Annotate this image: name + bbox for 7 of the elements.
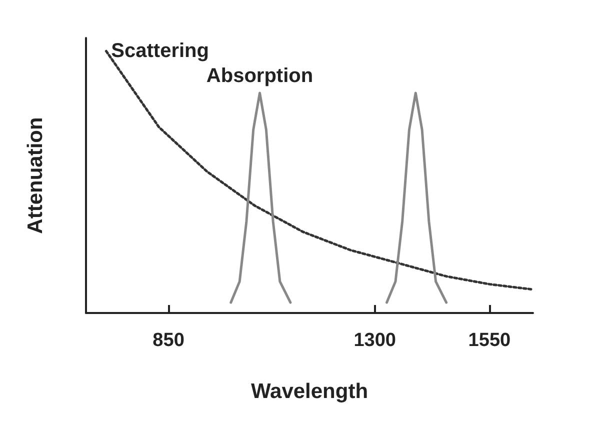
x-axis-title: Wavelength bbox=[250, 380, 368, 403]
series-label: Scattering bbox=[111, 40, 209, 62]
y-axis-title: Attenuation bbox=[24, 117, 47, 234]
series-label: Absorption bbox=[206, 65, 314, 87]
x-tick-label: 850 bbox=[152, 330, 184, 351]
x-tick-label: 1300 bbox=[354, 330, 396, 351]
x-tick-label: 1550 bbox=[468, 330, 511, 351]
